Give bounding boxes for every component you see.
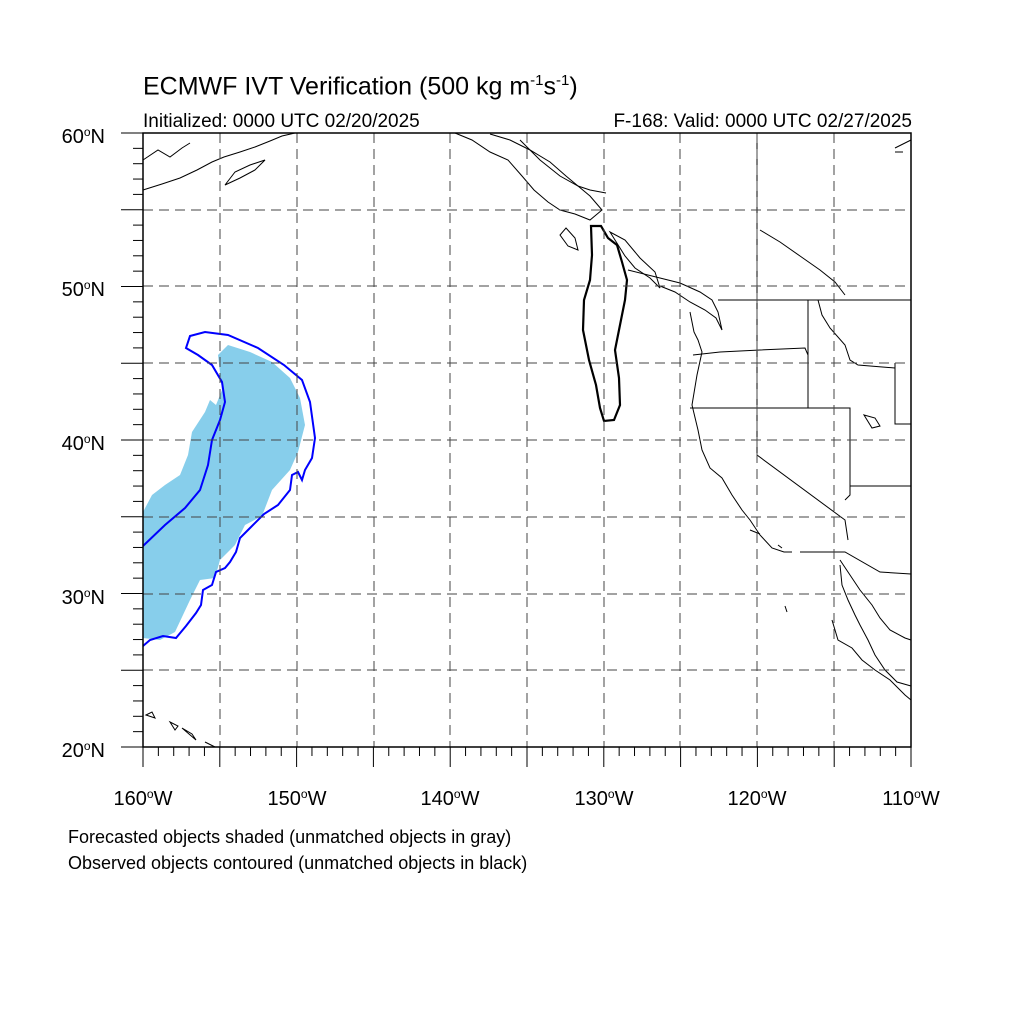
lat-label-30: 30oN (62, 586, 105, 609)
latitude-labels: 60oN 50oN 40oN 30oN 20oN (62, 125, 105, 762)
lat-label-50: 50oN (62, 278, 105, 301)
lat-label-20: 20oN (62, 739, 105, 762)
axis-ticks (121, 132, 912, 767)
lat-label-60: 60oN (62, 125, 105, 148)
footnote-forecast: Forecasted objects shaded (unmatched obj… (68, 827, 512, 847)
lon-label-120: 120oW (728, 787, 787, 810)
lat-label-40: 40oN (62, 432, 105, 455)
forecast-object-shaded (143, 345, 305, 640)
observed-object-contour (142, 330, 317, 647)
lon-label-130: 130oW (575, 787, 634, 810)
map-title: ECMWF IVT Verification (500 kg m-1s-1) (143, 72, 578, 101)
unmatched-observed-contour (581, 224, 629, 423)
footnote-observed: Observed objects contoured (unmatched ob… (68, 853, 528, 873)
lon-label-150: 150oW (268, 787, 327, 810)
valid-time-label: F-168: Valid: 0000 UTC 02/27/2025 (613, 111, 912, 132)
lon-label-140: 140oW (421, 787, 480, 810)
initialized-label: Initialized: 0000 UTC 02/20/2025 (143, 111, 420, 132)
lon-label-160: 160oW (114, 787, 173, 810)
lon-label-110: 110oW (882, 787, 940, 810)
longitude-labels: 160oW 150oW 140oW 130oW 120oW 110oW (114, 787, 940, 810)
gridlines (143, 133, 911, 747)
coastlines (142, 132, 912, 748)
